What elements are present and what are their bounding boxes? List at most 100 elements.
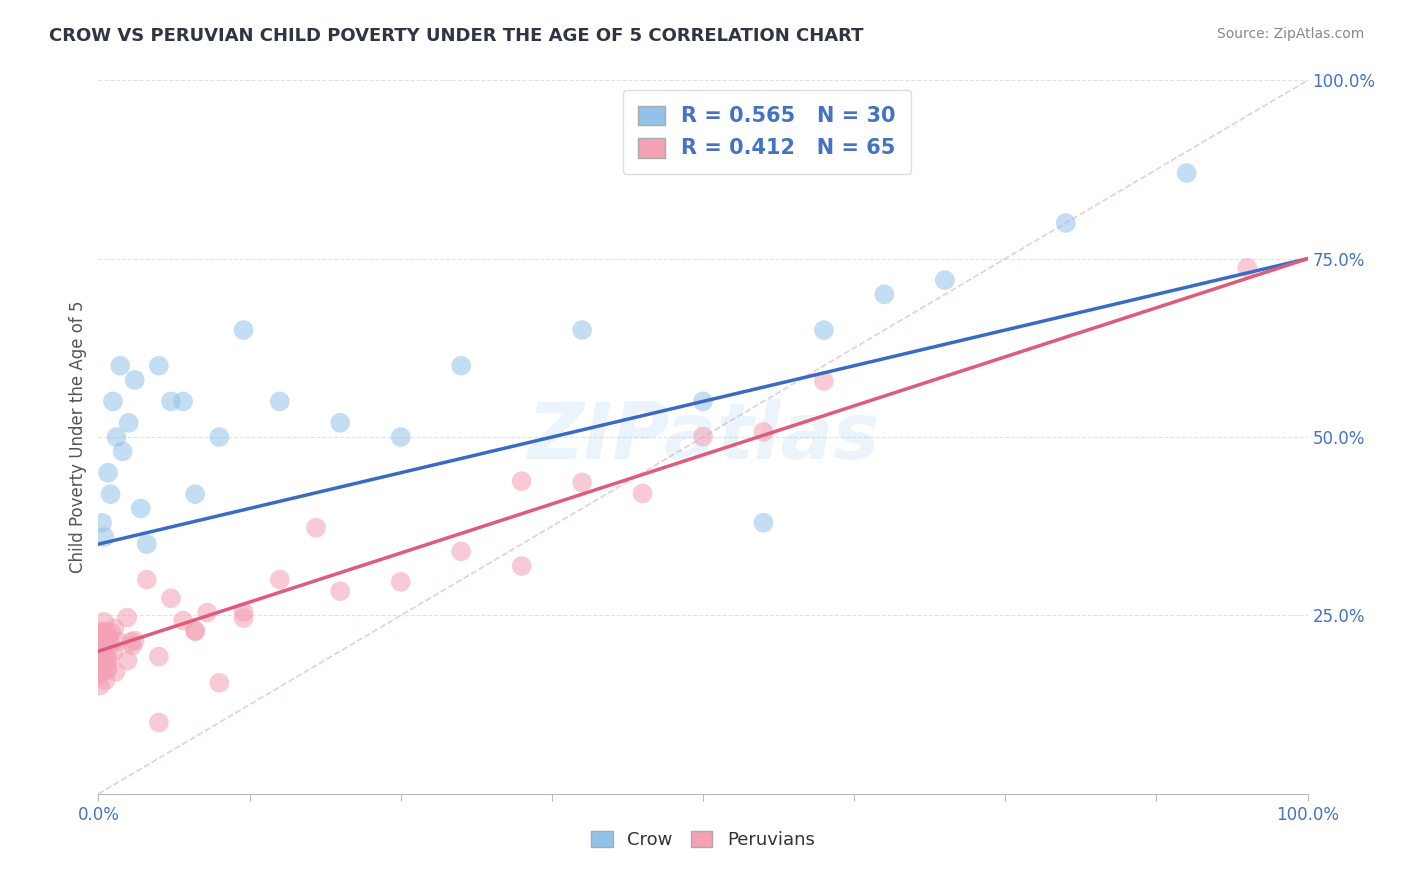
Point (752, 516, 775, 530)
Point (148, 715, 170, 730)
Point (96, 628, 118, 642)
Point (121, 639, 143, 653)
Legend: Crow, Peruvians: Crow, Peruvians (583, 823, 823, 856)
Point (89, 656, 111, 670)
Point (103, 645, 125, 659)
Point (97, 653, 120, 667)
Point (111, 444, 134, 458)
Point (93, 615, 115, 629)
Point (98, 637, 121, 651)
Point (89, 679, 111, 693)
Point (90, 638, 112, 652)
Point (148, 649, 170, 664)
Point (91, 643, 114, 657)
Point (160, 394, 183, 409)
Point (90, 637, 112, 651)
Point (93, 657, 115, 672)
Point (450, 359, 472, 373)
Point (94, 673, 117, 688)
Point (1054, 216, 1077, 230)
Point (160, 591, 183, 606)
Point (208, 430, 231, 444)
Point (752, 425, 775, 439)
Text: Source: ZipAtlas.com: Source: ZipAtlas.com (1216, 27, 1364, 41)
Point (97, 466, 120, 480)
Point (389, 430, 412, 444)
Point (124, 633, 146, 648)
Point (89, 624, 111, 639)
Point (87, 630, 110, 644)
Point (124, 373, 146, 387)
Point (184, 624, 207, 639)
Point (208, 676, 231, 690)
Point (100, 625, 122, 640)
Text: ZIPatlas: ZIPatlas (527, 399, 879, 475)
Point (90, 657, 112, 671)
Point (120, 635, 142, 649)
Point (98, 634, 121, 648)
Point (129, 501, 152, 516)
Point (389, 574, 412, 589)
Text: CROW VS PERUVIAN CHILD POVERTY UNDER THE AGE OF 5 CORRELATION CHART: CROW VS PERUVIAN CHILD POVERTY UNDER THE… (49, 27, 863, 45)
Point (510, 474, 533, 488)
Point (135, 573, 157, 587)
Point (89, 640, 111, 654)
Point (108, 359, 131, 373)
Point (90, 649, 112, 664)
Point (115, 610, 138, 624)
Point (329, 416, 352, 430)
Point (232, 323, 254, 337)
Point (117, 654, 139, 668)
Point (100, 487, 122, 501)
Point (105, 430, 128, 444)
Point (104, 665, 127, 679)
Point (107, 634, 129, 648)
Point (269, 394, 291, 409)
Point (91, 626, 114, 640)
Point (87, 667, 110, 681)
Point (148, 359, 170, 373)
Point (103, 621, 125, 635)
Point (873, 287, 896, 301)
Point (692, 394, 714, 409)
Point (184, 624, 207, 638)
Point (172, 394, 194, 409)
Point (96, 649, 118, 664)
Point (195, 606, 218, 620)
Point (232, 611, 254, 625)
Point (101, 394, 124, 409)
Point (91, 516, 114, 530)
Point (96, 663, 118, 677)
Point (89, 665, 111, 679)
Point (450, 544, 472, 558)
Y-axis label: Child Poverty Under the Age of 5: Child Poverty Under the Age of 5 (69, 301, 87, 574)
Point (184, 487, 207, 501)
Point (94, 624, 117, 639)
Point (93, 530, 115, 544)
Point (232, 605, 254, 619)
Point (329, 584, 352, 599)
Point (90, 636, 112, 650)
Point (87, 647, 110, 661)
Point (813, 323, 835, 337)
Point (89, 632, 111, 647)
Point (93, 637, 115, 651)
Point (96, 661, 118, 675)
Point (135, 537, 157, 551)
Point (692, 429, 714, 443)
Point (631, 486, 654, 500)
Point (813, 374, 835, 388)
Point (934, 273, 956, 287)
Point (172, 614, 194, 628)
Point (89, 652, 111, 666)
Point (571, 475, 593, 490)
Point (1175, 166, 1198, 180)
Point (90, 624, 112, 639)
Point (269, 573, 291, 587)
Point (510, 559, 533, 574)
Point (571, 323, 593, 337)
Point (305, 521, 328, 535)
Point (1236, 260, 1258, 275)
Point (118, 416, 141, 430)
Point (87, 646, 110, 660)
